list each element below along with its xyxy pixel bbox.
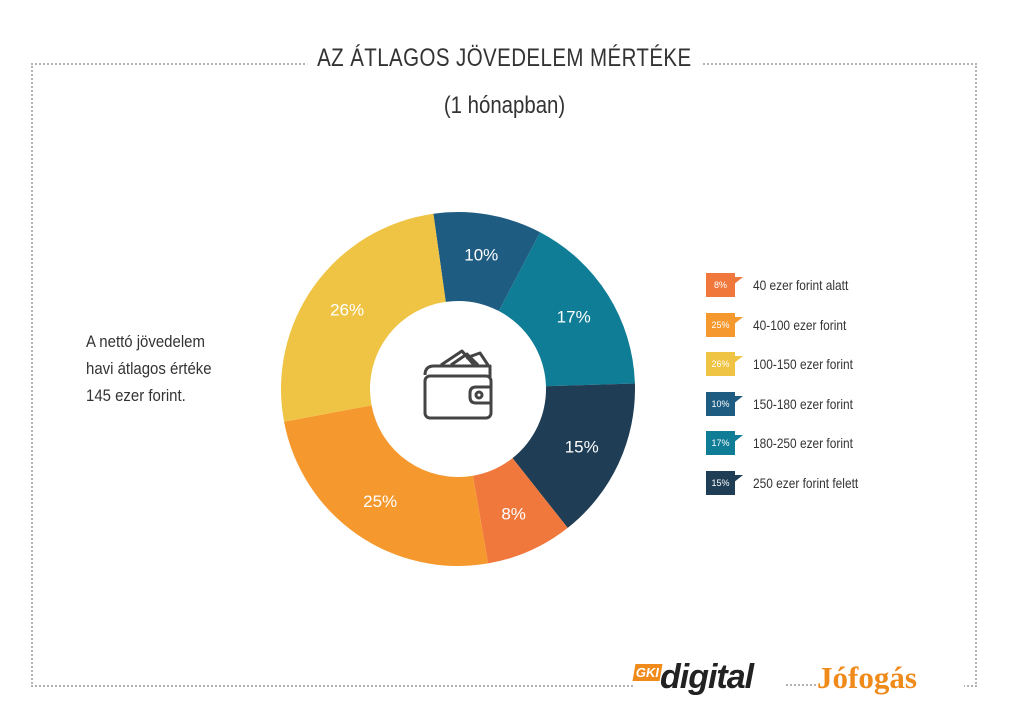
wallet-icon <box>423 349 493 420</box>
legend-item: 17% 180-250 ezer forint <box>706 430 871 456</box>
legend-label: 180-250 ezer forint <box>753 435 853 451</box>
slice-label-15: 15% <box>565 438 599 457</box>
legend-badge: 8% <box>706 273 743 297</box>
note-line-1: A nettó jövedelem <box>86 332 205 351</box>
slice-label-26: 26% <box>330 300 364 319</box>
legend-badge-tail <box>733 474 743 483</box>
legend-label: 40-100 ezer forint <box>753 316 847 333</box>
legend-item: 25% 40-100 ezer forint <box>706 312 863 338</box>
jofogas-logo: Jófogás <box>817 660 917 695</box>
title-wrap: AZ ÁTLAGOS JÖVEDELEM MÉRTÉKE <box>0 44 1009 73</box>
donut-slice-10 <box>433 211 541 312</box>
donut-slice-26 <box>281 213 446 422</box>
donut-slice-8 <box>472 458 568 564</box>
legend-badge: 26% <box>706 352 743 376</box>
legend-item: 26% 100-150 ezer forint <box>706 351 871 377</box>
legend-badge: 15% <box>706 470 743 495</box>
legend-badge: 17% <box>706 431 743 455</box>
legend-label: 150-180 ezer forint <box>753 395 853 412</box>
legend-item: 10% 150-180 ezer forint <box>706 391 871 417</box>
digital-logo: digital <box>660 658 754 696</box>
footer-divider <box>786 684 816 686</box>
legend-badge: 10% <box>706 391 743 416</box>
donut-slice-labels: 10% 17% 15% 8% 25% 26% <box>330 246 599 524</box>
slice-label-17: 17% <box>557 308 591 327</box>
income-note: A nettó jövedelem havi átlagos értéke 14… <box>86 328 227 409</box>
chart-subtitle: (1 hónapban) <box>443 92 566 119</box>
footer-logos: GKI digital Jófogás <box>632 658 964 704</box>
donut-slice-17 <box>498 232 635 387</box>
legend-badge-tail <box>733 277 743 285</box>
slice-label-10: 10% <box>464 246 498 265</box>
gki-logo: GKI <box>632 664 663 681</box>
legend-badge-tail <box>733 316 743 325</box>
legend-item: 8% 40 ezer forint alatt <box>706 272 865 298</box>
slice-label-25: 25% <box>363 492 397 511</box>
legend-badge-tail <box>733 356 743 364</box>
legend-item: 15% 250 ezer forint felett <box>706 470 877 496</box>
legend-badge-tail <box>733 435 743 443</box>
note-line-2: havi átlagos értéke <box>86 359 212 378</box>
donut-slices <box>281 211 635 566</box>
donut-slice-25 <box>284 405 489 566</box>
donut-slice-15 <box>512 383 635 528</box>
slice-label-8: 8% <box>501 505 526 524</box>
legend-label: 100-150 ezer forint <box>753 356 853 372</box>
legend-label: 40 ezer forint alatt <box>753 277 849 293</box>
legend-badge-tail <box>733 395 743 404</box>
legend-badge: 25% <box>706 312 743 337</box>
note-line-3: 145 ezer forint. <box>86 386 186 405</box>
chart-title: AZ ÁTLAGOS JÖVEDELEM MÉRTÉKE <box>307 44 702 73</box>
legend-label: 250 ezer forint felett <box>753 474 859 491</box>
